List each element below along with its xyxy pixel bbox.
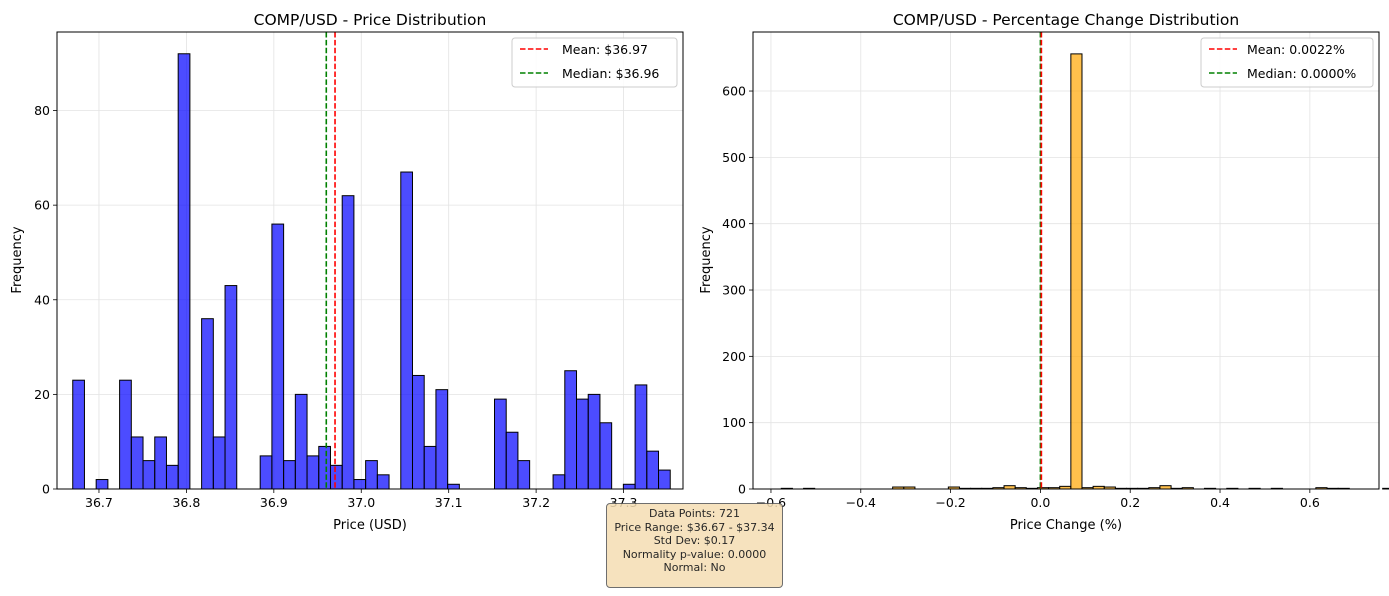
histogram-bar [494,398,507,490]
histogram-bar [599,422,613,490]
histogram-bar [154,436,167,490]
histogram-bar [271,223,285,490]
right-legend-box [1200,37,1374,88]
histogram-bar [646,450,660,490]
histogram-bar [517,460,531,490]
y-tick-label: 300 [722,283,746,298]
y-tick-label: 80 [34,103,50,118]
histogram-bar [119,379,132,490]
stats-data-points: Data Points: 721 [648,507,740,520]
histogram-bar [130,436,144,490]
histogram-bar [634,384,648,490]
x-tick-label: −0.2 [935,495,965,510]
x-tick-label: 37.2 [522,495,550,510]
histogram-bar [212,436,226,490]
histogram-bar [505,431,519,490]
right-grid [753,32,1379,490]
histogram-bar [423,445,437,490]
right-legend-mean-label: Mean: 0.0022% [1247,42,1345,57]
right-legend: Mean: 0.0022% Median: 0.0000% [1200,37,1374,88]
right-x-axis-label: Price Change (%) [1010,518,1122,533]
left-y-axis-label: Frequency [10,226,25,293]
y-tick-label: 0 [42,482,50,497]
histogram-bar [376,474,390,490]
x-tick-label: 0.2 [1120,495,1140,510]
right-stat-lines [1039,32,1043,489]
histogram-bar [435,389,449,490]
histogram-bar [259,455,273,490]
histogram-bar [318,445,331,490]
histogram-bar [329,464,343,490]
histogram-bar [72,379,85,490]
right-bars [780,53,1389,490]
histogram-bar [587,393,601,490]
y-tick-label: 600 [722,84,746,99]
histogram-bar [201,318,214,490]
left-y-ticks: 0 20 40 60 80 [34,103,57,497]
left-legend-box [511,37,678,88]
histogram-bar [95,479,109,490]
histogram-bar [1382,487,1389,490]
histogram-bar [1070,53,1083,490]
left-axes-frame [56,31,684,490]
left-stat-lines [325,32,336,489]
x-tick-label: 0.6 [1300,495,1320,510]
histogram-bar [224,285,238,490]
stats-std-dev: Std Dev: $0.17 [653,534,736,548]
right-chart: COMP/USD - Percentage Change Distributio… [699,11,1389,533]
histogram-bar [564,370,578,490]
left-legend: Mean: $36.97 Median: $36.96 [511,37,678,88]
histogram-bar [177,53,191,490]
histogram-bar [576,398,589,490]
histogram-bar [658,469,671,490]
stats-normal: Normal: No [663,561,726,575]
x-tick-label: 0.4 [1210,495,1230,510]
histogram-bar [365,460,378,490]
x-tick-label: 37.1 [435,495,463,510]
y-tick-label: 20 [34,387,50,402]
y-tick-label: 400 [722,216,746,231]
stats-price-range: Price Range: $36.67 - $37.34 [614,520,775,534]
left-chart: COMP/USD - Price Distribution 36.7 36.8 36… [10,11,684,533]
y-tick-label: 40 [34,292,50,307]
x-tick-label: 37.0 [347,495,375,510]
x-tick-label: 36.8 [172,495,200,510]
right-y-axis-label: Frequency [699,226,714,293]
stats-normality-pvalue: Normality p-value: 0.0000 [622,547,767,561]
right-x-ticks: −0.6−0.4−0.20.00.20.40.6 [756,489,1320,510]
x-tick-label: 36.9 [260,495,288,510]
left-x-axis-label: Price (USD) [333,518,407,533]
right-y-ticks: 0 100 200 300 400 500 600 [722,84,753,497]
statistics-box: Data Points: 721 Price Range: $36.67 - $… [606,503,783,588]
histogram-bar [142,460,156,490]
histogram-bar [447,483,460,490]
y-tick-label: 0 [738,482,746,497]
histogram-bar [353,479,367,490]
histogram-bar [341,195,355,490]
left-x-ticks: 36.736.836.937.037.137.237.3 [85,489,637,510]
left-chart-title: COMP/USD - Price Distribution [254,11,487,29]
right-axes-frame [752,31,1380,490]
right-chart-title: COMP/USD - Percentage Change Distributio… [893,11,1239,29]
histogram-bar [552,474,566,490]
left-legend-mean-label: Mean: $36.97 [562,42,648,57]
left-legend-median-label: Median: $36.96 [562,66,659,81]
histogram-bar [283,460,296,490]
histogram-bar [306,455,320,490]
y-tick-label: 60 [34,198,50,213]
histogram-bar [411,374,425,490]
histogram-bar [165,464,179,490]
histogram-bar [400,171,413,490]
y-tick-label: 200 [722,349,746,364]
x-tick-label: −0.4 [846,495,876,510]
histogram-bar [294,393,308,490]
x-tick-label: 0.0 [1030,495,1050,510]
y-tick-label: 100 [722,415,746,430]
x-tick-label: 36.7 [85,495,113,510]
right-legend-median-label: Median: 0.0000% [1247,66,1356,81]
left-bars [72,53,671,490]
histogram-bar [622,483,636,490]
y-tick-label: 500 [722,150,746,165]
